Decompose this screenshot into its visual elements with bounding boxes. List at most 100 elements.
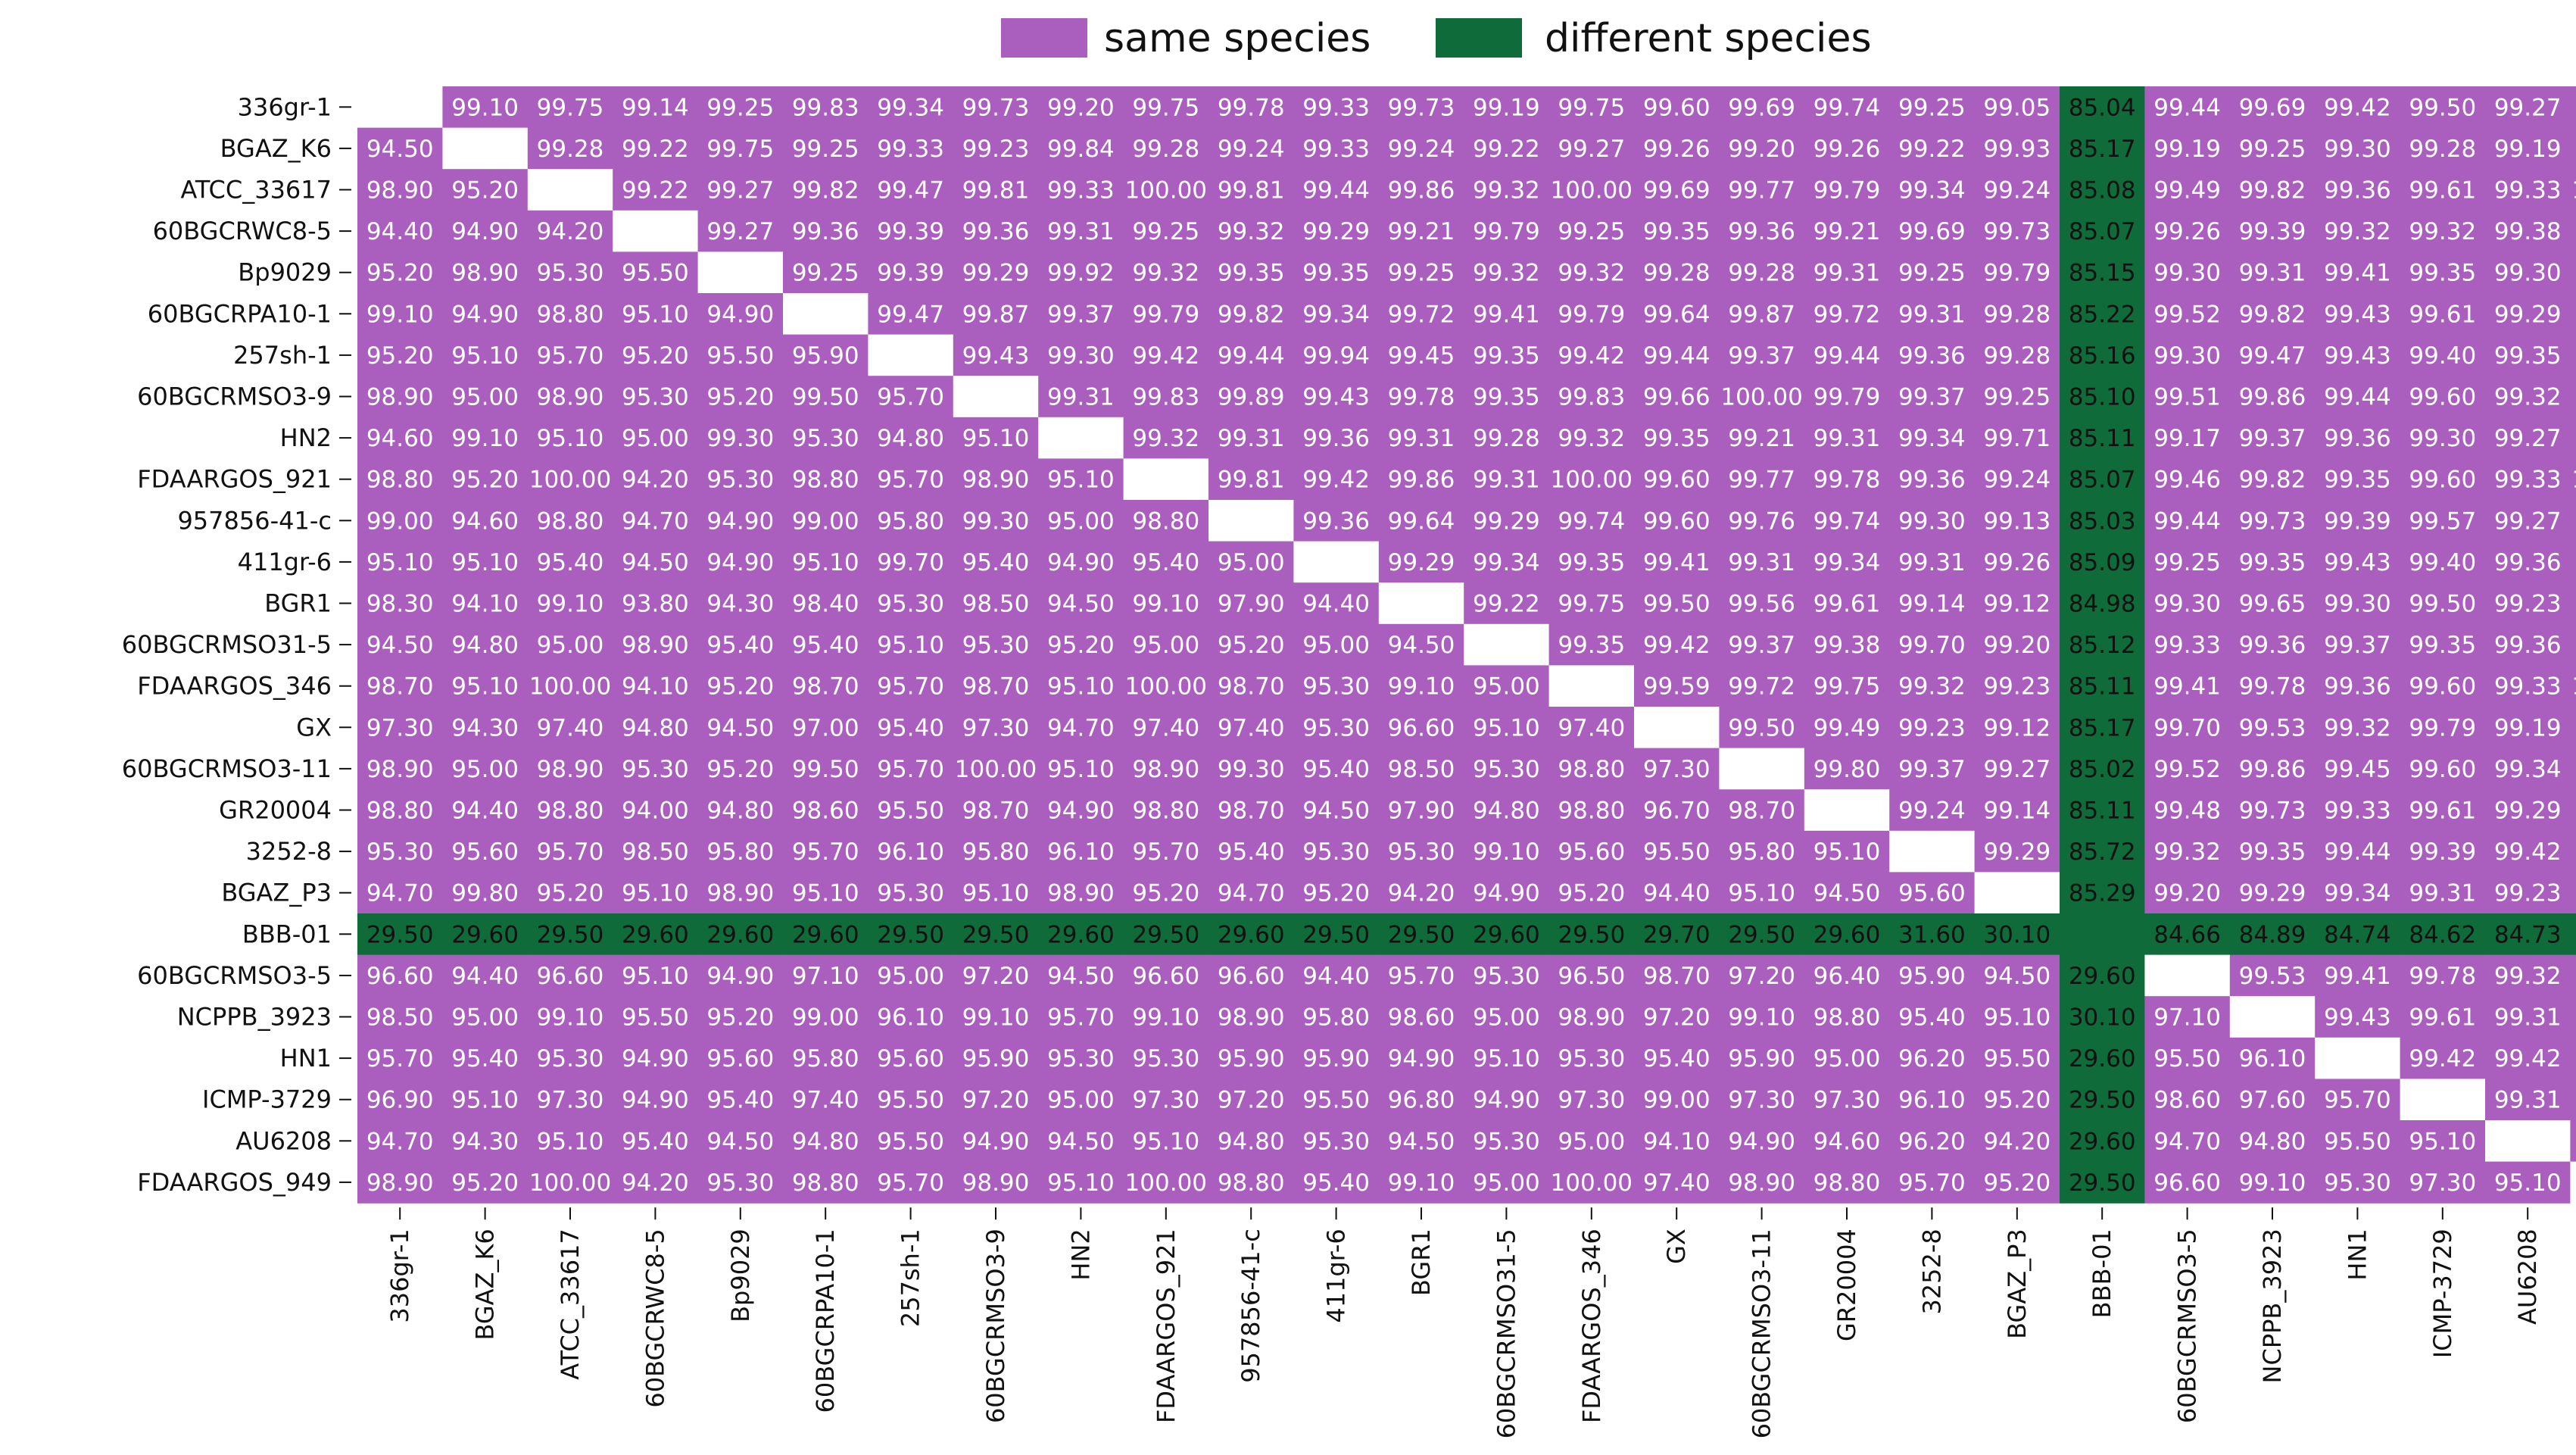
- heatmap-cell-value: 99.24: [1983, 467, 2051, 494]
- row-label: FDAARGOS_949: [137, 1168, 332, 1197]
- heatmap-cell: [527, 376, 613, 418]
- heatmap-cell: [1038, 1161, 1124, 1204]
- heatmap-cell-value: 95.20: [706, 673, 774, 701]
- heatmap-cell-value: 95.30: [1302, 838, 1370, 866]
- heatmap-cell-value: 97.20: [1218, 1087, 1285, 1114]
- heatmap-cell: [2570, 500, 2576, 542]
- heatmap-cell: [697, 954, 784, 997]
- heatmap-cell: [613, 334, 699, 376]
- heatmap-cell: [697, 582, 784, 625]
- row-label: AU6208: [235, 1126, 332, 1155]
- heatmap-cell-value: 99.56: [1728, 591, 1795, 618]
- heatmap-cell-value: 99.30: [2153, 260, 2221, 287]
- heatmap-cell: [1464, 665, 1550, 707]
- heatmap-cell-value: 99.42: [1132, 342, 1199, 370]
- heatmap-cell-value: 99.93: [1983, 136, 2051, 163]
- heatmap-cell-value: 98.70: [1643, 963, 1711, 990]
- heatmap-cell: [2315, 458, 2401, 501]
- heatmap-cell: [2485, 500, 2571, 542]
- heatmap-cell: [613, 541, 699, 583]
- heatmap-cell: [868, 417, 954, 459]
- heatmap-cell: [613, 1037, 699, 1079]
- heatmap-cell: [2315, 954, 2401, 997]
- heatmap-cell-value: 99.10: [1388, 673, 1455, 701]
- heatmap-cell: [1038, 707, 1124, 749]
- heatmap-cell: [357, 707, 443, 749]
- heatmap-cell: [1974, 376, 2060, 418]
- heatmap-cell: [2060, 169, 2145, 211]
- heatmap-cell-value: 95.00: [1302, 632, 1370, 659]
- heatmap-cell: [2229, 251, 2316, 294]
- heatmap-cell-value: 98.30: [366, 591, 434, 618]
- heatmap-cell-value: 94.80: [1473, 798, 1540, 825]
- heatmap-cell: [1634, 830, 1720, 873]
- heatmap-cell-value: 99.71: [1983, 425, 2051, 452]
- heatmap-cell: [1719, 954, 1805, 997]
- heatmap-cell: [1974, 334, 2060, 376]
- heatmap-cell-value: 99.32: [2409, 218, 2476, 245]
- heatmap-cell: [1548, 707, 1635, 749]
- heatmap-cell: [697, 334, 784, 376]
- heatmap-cell-value: 94.80: [706, 798, 774, 825]
- heatmap-cell: [1719, 210, 1805, 252]
- heatmap-cell-value: 95.50: [1983, 1045, 2051, 1073]
- heatmap-cell: [357, 86, 443, 129]
- heatmap-cell: [953, 458, 1039, 501]
- heatmap-cell-value: 94.10: [451, 591, 519, 618]
- heatmap-cell: [2060, 872, 2145, 914]
- heatmap-cell: [527, 1120, 613, 1163]
- heatmap-cell-value: 94.60: [1813, 1128, 1881, 1155]
- heatmap-cell-value: 95.40: [1898, 1004, 1966, 1032]
- heatmap-cell: [1378, 707, 1464, 749]
- heatmap-cell: [357, 293, 443, 336]
- heatmap-cell: [2570, 830, 2576, 873]
- heatmap-cell: [2144, 251, 2231, 294]
- heatmap-cell: [697, 1120, 784, 1163]
- heatmap-cell: [1293, 1161, 1380, 1204]
- heatmap-cell: [1464, 830, 1550, 873]
- heatmap-cell-value: 98.80: [1132, 798, 1199, 825]
- heatmap-cell-value: 99.60: [2409, 467, 2476, 494]
- heatmap-cell-value: 99.76: [1728, 507, 1795, 535]
- heatmap-cell: [1038, 541, 1124, 583]
- heatmap-cell: [783, 913, 869, 956]
- heatmap-cell: [2229, 500, 2316, 542]
- heatmap-cell-value: 99.00: [1643, 1087, 1711, 1114]
- heatmap-cell-value: 98.80: [1813, 1004, 1881, 1032]
- heatmap-cell-value: 95.00: [1473, 1004, 1540, 1032]
- heatmap-cell: [1719, 458, 1805, 501]
- heatmap-cell-value: 99.72: [1728, 673, 1795, 701]
- heatmap-cell: [953, 1037, 1039, 1079]
- heatmap-cell-value: 98.90: [537, 384, 604, 411]
- heatmap-cell-value: 98.50: [622, 838, 689, 866]
- heatmap-cell: [1889, 872, 1976, 914]
- heatmap-cell-value: 99.37: [1047, 301, 1115, 328]
- heatmap-cell: [1293, 127, 1380, 170]
- heatmap-cell: [613, 1161, 699, 1204]
- heatmap-cell: [2570, 127, 2576, 170]
- heatmap-cell-value: 99.39: [2409, 838, 2476, 866]
- heatmap-cell-value: 99.27: [2494, 94, 2562, 121]
- heatmap-cell: [613, 127, 699, 170]
- heatmap-cell: [1634, 665, 1720, 707]
- heatmap-cell: [2570, 623, 2576, 666]
- heatmap-cell-value: 98.90: [622, 632, 689, 659]
- heatmap-cell: [1464, 582, 1550, 625]
- heatmap-cell: [1719, 707, 1805, 749]
- heatmap-cell-value: 95.40: [1643, 1045, 1711, 1073]
- heatmap-cell-value: 99.34: [2494, 756, 2562, 783]
- heatmap-cell: [697, 623, 784, 666]
- heatmap-cell-value: 95.50: [877, 798, 944, 825]
- heatmap-cell-value: 95.10: [1983, 1004, 2051, 1032]
- heatmap-cell-value: 96.20: [1898, 1128, 1966, 1155]
- heatmap-cell: [2060, 541, 2145, 583]
- heatmap-cell-value: 95.30: [877, 591, 944, 618]
- heatmap-cell: [442, 830, 529, 873]
- heatmap-cell: [1293, 830, 1380, 873]
- heatmap-cell: [2400, 86, 2486, 129]
- heatmap-cell-value: 95.00: [1047, 1087, 1115, 1114]
- heatmap-cell: [1974, 169, 2060, 211]
- heatmap-cell-value: 99.35: [1558, 549, 1625, 576]
- heatmap-cell: [2229, 334, 2316, 376]
- heatmap-cell-value: 98.80: [366, 467, 434, 494]
